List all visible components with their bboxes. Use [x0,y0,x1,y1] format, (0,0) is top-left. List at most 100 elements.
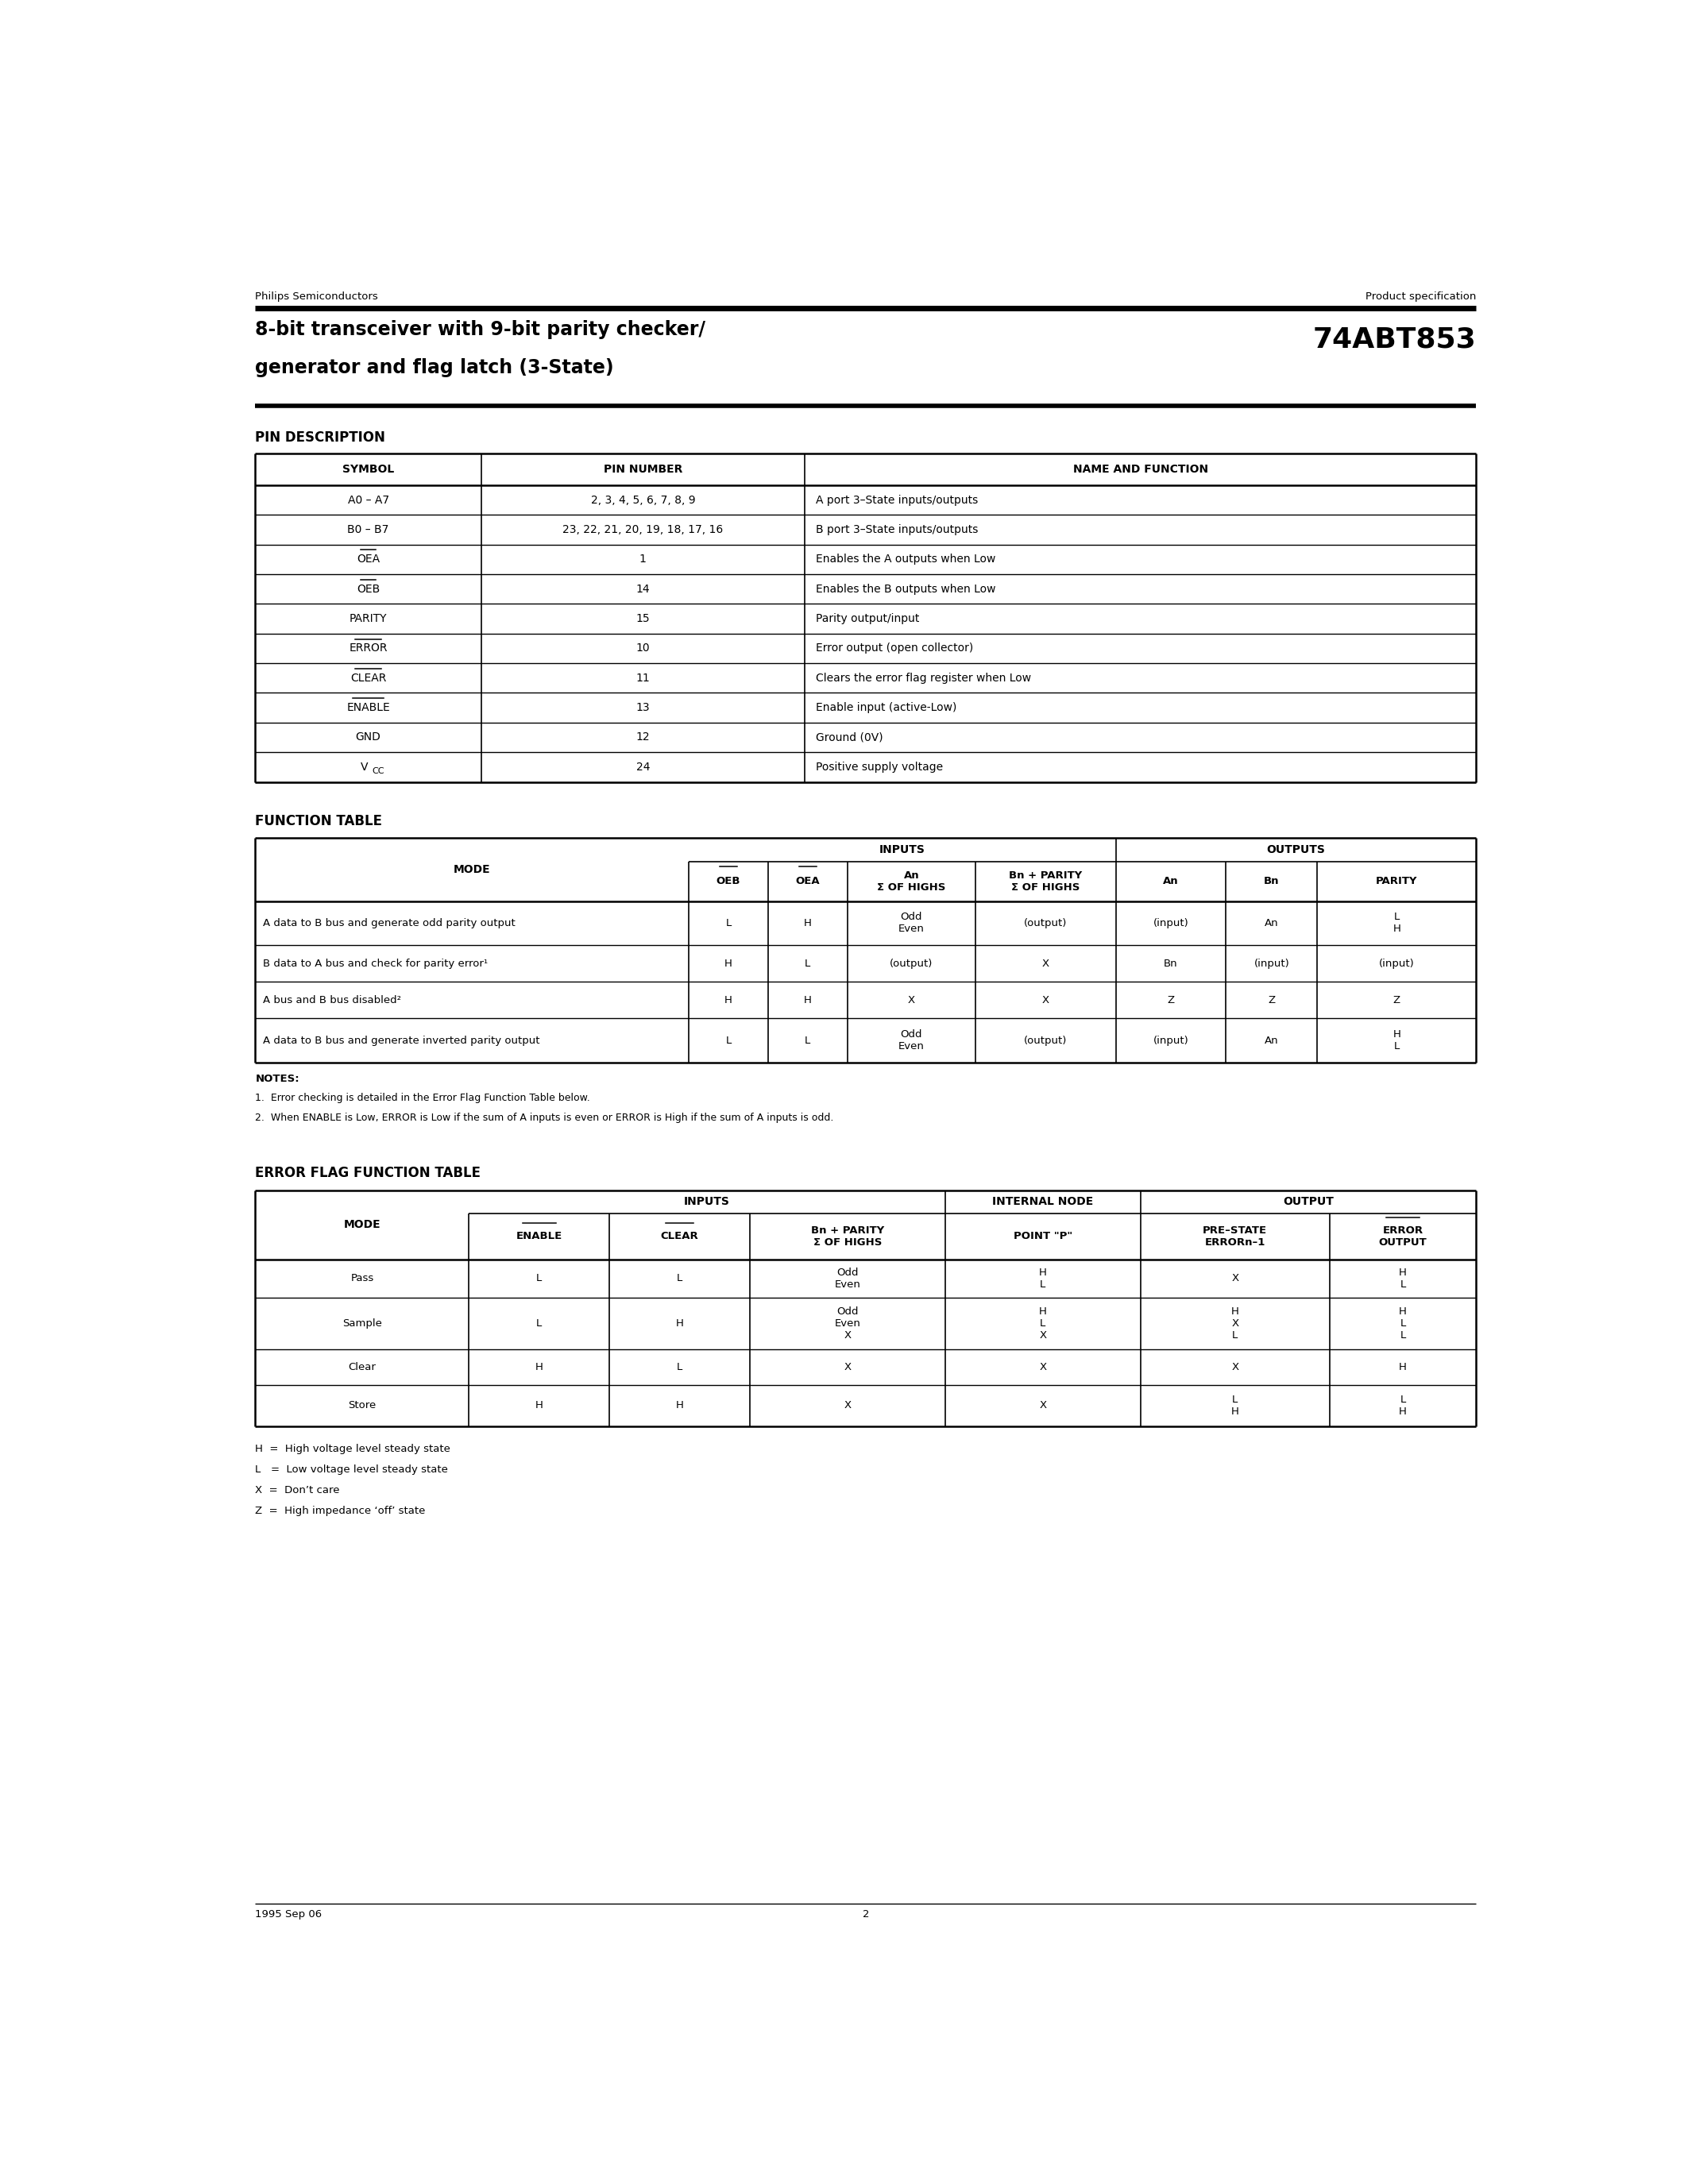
Text: L: L [537,1273,542,1284]
Text: Philips Semiconductors: Philips Semiconductors [255,290,378,301]
Text: generator and flag latch (3-State): generator and flag latch (3-State) [255,358,614,378]
Text: X  =  Don’t care: X = Don’t care [255,1485,339,1496]
Text: MODE: MODE [344,1219,381,1230]
Text: Store: Store [348,1400,376,1411]
Text: (input): (input) [1254,959,1290,970]
Text: PIN NUMBER: PIN NUMBER [603,463,682,474]
Text: L: L [537,1319,542,1328]
Text: X: X [1041,959,1050,970]
Text: L: L [677,1273,682,1284]
Text: 23, 22, 21, 20, 19, 18, 17, 16: 23, 22, 21, 20, 19, 18, 17, 16 [562,524,722,535]
Text: Z  =  High impedance ‘off’ state: Z = High impedance ‘off’ state [255,1507,425,1516]
Text: Sample: Sample [343,1319,381,1328]
Text: L: L [677,1363,682,1372]
Text: A data to B bus and generate odd parity output: A data to B bus and generate odd parity … [263,917,515,928]
Text: A data to B bus and generate inverted parity output: A data to B bus and generate inverted pa… [263,1035,540,1046]
Text: (output): (output) [890,959,933,970]
Text: INPUTS: INPUTS [879,845,925,856]
Text: X: X [844,1363,851,1372]
Text: 1: 1 [640,555,647,566]
Text: Z: Z [1268,996,1274,1005]
Text: NAME AND FUNCTION: NAME AND FUNCTION [1074,463,1209,474]
Text: An: An [1163,876,1178,887]
Text: INTERNAL NODE: INTERNAL NODE [993,1197,1094,1208]
Text: H: H [675,1400,684,1411]
Text: (input): (input) [1153,1035,1188,1046]
Text: A0 – A7: A0 – A7 [348,494,388,507]
Text: ENABLE: ENABLE [346,703,390,714]
Text: 1.  Error checking is detailed in the Error Flag Function Table below.: 1. Error checking is detailed in the Err… [255,1094,591,1103]
Text: 24: 24 [636,762,650,773]
Text: X: X [1231,1363,1239,1372]
Text: H: H [724,959,733,970]
Text: An: An [1264,917,1278,928]
Text: Pass: Pass [351,1273,373,1284]
Text: ERROR
OUTPUT: ERROR OUTPUT [1379,1225,1426,1247]
Text: 14: 14 [636,583,650,594]
Text: L   =  Low voltage level steady state: L = Low voltage level steady state [255,1463,449,1474]
Text: Positive supply voltage: Positive supply voltage [815,762,944,773]
Text: B port 3–State inputs/outputs: B port 3–State inputs/outputs [815,524,977,535]
Text: PIN DESCRIPTION: PIN DESCRIPTION [255,430,385,446]
Text: 2.  When ENABLE is Low, ERROR is Low if the sum of A inputs is even or ERROR is : 2. When ENABLE is Low, ERROR is Low if t… [255,1112,834,1123]
Text: X: X [908,996,915,1005]
Text: L: L [805,959,810,970]
Text: POINT "P": POINT "P" [1013,1232,1072,1243]
Text: An
Σ OF HIGHS: An Σ OF HIGHS [878,869,945,893]
Text: H: H [1399,1363,1406,1372]
Text: 10: 10 [636,642,650,653]
Text: Bn: Bn [1264,876,1280,887]
Text: OEB: OEB [716,876,741,887]
Text: Product specification: Product specification [1366,290,1475,301]
Text: L
H: L H [1399,1396,1406,1417]
Text: OUTPUT: OUTPUT [1283,1197,1334,1208]
Text: 12: 12 [636,732,650,743]
Text: OEA: OEA [356,555,380,566]
Text: X: X [1040,1363,1047,1372]
Text: 1995 Sep 06: 1995 Sep 06 [255,1909,322,1920]
Text: L: L [726,917,731,928]
Text: H: H [535,1363,544,1372]
Text: OEA: OEA [795,876,820,887]
Text: V: V [361,762,368,773]
Text: H  =  High voltage level steady state: H = High voltage level steady state [255,1444,451,1455]
Text: NOTES:: NOTES: [255,1075,299,1083]
Text: H
L: H L [1038,1267,1047,1289]
Text: PARITY: PARITY [1376,876,1418,887]
Text: A bus and B bus disabled²: A bus and B bus disabled² [263,996,402,1005]
Text: L
H: L H [1393,913,1401,935]
Text: Enables the B outputs when Low: Enables the B outputs when Low [815,583,996,594]
Text: Odd
Even: Odd Even [898,913,925,935]
Text: GND: GND [356,732,381,743]
Text: OUTPUTS: OUTPUTS [1266,845,1325,856]
Text: An: An [1264,1035,1278,1046]
Text: Bn: Bn [1165,959,1178,970]
Text: H
X
L: H X L [1231,1306,1239,1341]
Text: FUNCTION TABLE: FUNCTION TABLE [255,815,383,828]
Text: Z: Z [1168,996,1175,1005]
Text: 13: 13 [636,703,650,714]
Text: Enable input (active-Low): Enable input (active-Low) [815,703,957,714]
Text: CC: CC [371,767,385,775]
Text: X: X [1040,1400,1047,1411]
Text: X: X [1041,996,1050,1005]
Text: 2, 3, 4, 5, 6, 7, 8, 9: 2, 3, 4, 5, 6, 7, 8, 9 [591,494,695,507]
Text: (output): (output) [1025,1035,1067,1046]
Text: SYMBOL: SYMBOL [343,463,395,474]
Text: H
L
X: H L X [1038,1306,1047,1341]
Text: Bn + PARITY
Σ OF HIGHS: Bn + PARITY Σ OF HIGHS [810,1225,885,1247]
Text: 11: 11 [636,673,650,684]
Text: OEB: OEB [356,583,380,594]
Text: 8-bit transceiver with 9-bit parity checker/: 8-bit transceiver with 9-bit parity chec… [255,321,706,339]
Text: H: H [675,1319,684,1328]
Text: Odd
Even
X: Odd Even X [834,1306,861,1341]
Text: L
H: L H [1231,1396,1239,1417]
Text: H: H [803,996,812,1005]
Text: INPUTS: INPUTS [684,1197,729,1208]
Text: H
L: H L [1399,1267,1406,1289]
Text: (input): (input) [1153,917,1188,928]
Text: Z: Z [1393,996,1401,1005]
Text: (input): (input) [1379,959,1415,970]
Text: H
L: H L [1393,1029,1401,1053]
Text: Parity output/input: Parity output/input [815,614,920,625]
